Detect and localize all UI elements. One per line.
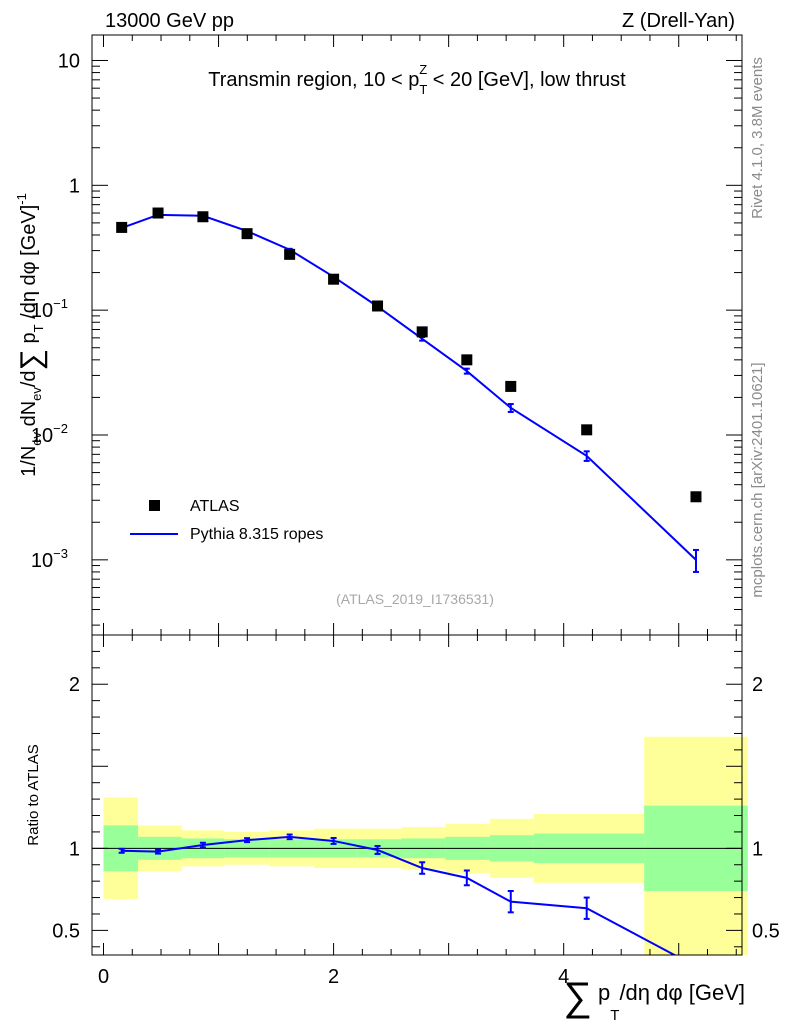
atlas-point (690, 491, 702, 503)
atlas-point (152, 207, 164, 219)
atlas-point (505, 380, 517, 392)
ratio-y-tick-label-right: 2 (752, 674, 763, 696)
ratio-series (118, 833, 677, 955)
legend-pythia-label: Pythia 8.315 ropes (190, 526, 323, 543)
atlas-point (241, 228, 253, 240)
ratio-y-tick-label: 2 (69, 674, 80, 696)
mcplots-info: mcplots.cern.ch [arXiv:2401.10621] (749, 362, 766, 597)
ratio-axis-ticks: 0 2 4 0.5 0.5 1 1 2 2 (52, 634, 780, 988)
main-y-tick-label: 1 (69, 175, 80, 197)
ratio-y-tick-label: 0.5 (52, 920, 80, 942)
atlas-point (416, 326, 428, 338)
main-axis-ticks: 10−3 10−2 10−1 1 10 (31, 35, 742, 635)
legend-atlas-marker (149, 500, 160, 511)
ratio-frame (91, 634, 743, 956)
atlas-point (197, 211, 209, 223)
rivet-info: Rivet 4.1.0, 3.8M events (749, 57, 766, 219)
x-tick-label: 2 (328, 966, 339, 988)
ratio-y-tick-label-right: 0.5 (752, 920, 780, 942)
atlas-point (284, 248, 296, 260)
analysis-watermark: (ATLAS_2019_I1736531) (336, 591, 494, 607)
ratio-y-tick-label: 1 (69, 838, 80, 860)
atlas-point (116, 221, 128, 233)
main-y-tick-label: 10 (58, 50, 80, 72)
x-tick-label: 0 (98, 966, 109, 988)
atlas-point (328, 273, 340, 285)
ratio-y-tick-label-right: 1 (752, 838, 763, 860)
atlas-point (372, 300, 384, 312)
ratio-y-axis-label: Ratio to ATLAS (25, 744, 42, 845)
legend-atlas-label: ATLAS (190, 498, 240, 515)
collision-label: 13000 GeV pp (105, 10, 234, 32)
x-axis-label: ∑ pT/dη dφ [GeV] (563, 975, 745, 1024)
pythia-line (121, 213, 697, 561)
atlas-point (461, 354, 473, 366)
x-tick-label: 4 (558, 966, 569, 988)
main-y-tick-label: 10−2 (31, 421, 68, 447)
main-y-tick-label: 10−1 (31, 296, 68, 322)
ratio-plot: 0 2 4 0.5 0.5 1 1 2 2 Ratio to ATLAS ∑ pT/dη dφ … (25, 634, 780, 1024)
main-y-axis-label: 1/Nev dNev/d∑ pT /dη dφ [GeV]-1 (14, 193, 48, 477)
main-plot: 10−3 10−2 10−1 1 10 Transmin region, 10 < pT… (14, 34, 743, 636)
process-label: Z (Drell-Yan) (622, 10, 735, 32)
main-series (116, 207, 702, 573)
ratio-line (121, 835, 677, 955)
main-plot-title: Transmin region, 10 < pTZ < 20 [GeV], lo… (208, 62, 626, 97)
main-y-tick-label: 10−3 (31, 546, 68, 572)
atlas-point (581, 424, 593, 436)
